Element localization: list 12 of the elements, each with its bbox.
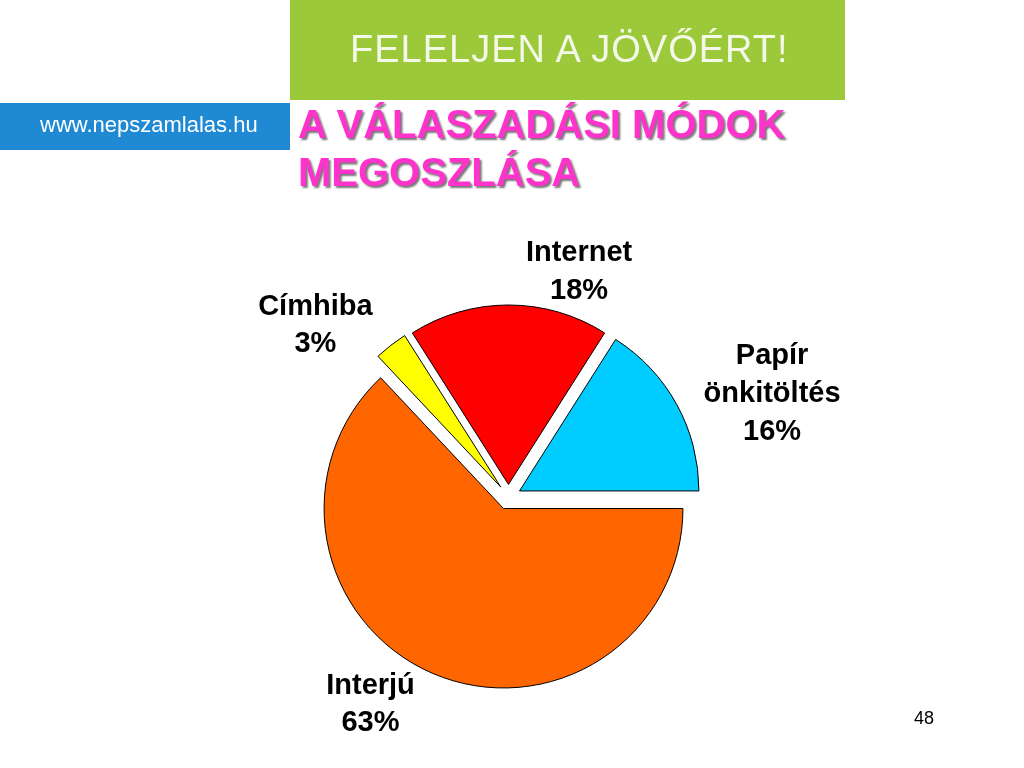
slice-label: Internet [525, 235, 633, 268]
data-label: 3% [294, 326, 337, 359]
data-label: 18% [550, 273, 609, 305]
chart-title: A VÁLASZADÁSI MÓDOK MEGOSZLÁSA [298, 100, 787, 196]
data-label: 63% [341, 705, 400, 738]
text: FELELJEN A JÖVŐÉRT! [350, 28, 789, 71]
slice-label: Interjú [326, 667, 415, 700]
data-label: 16% [743, 413, 802, 446]
slice-label: Címhiba [258, 288, 374, 321]
text: www.nepszamlalas.hu [40, 112, 258, 138]
slice-label: Papír önkitöltés [703, 338, 841, 409]
text: 48 [914, 708, 935, 729]
